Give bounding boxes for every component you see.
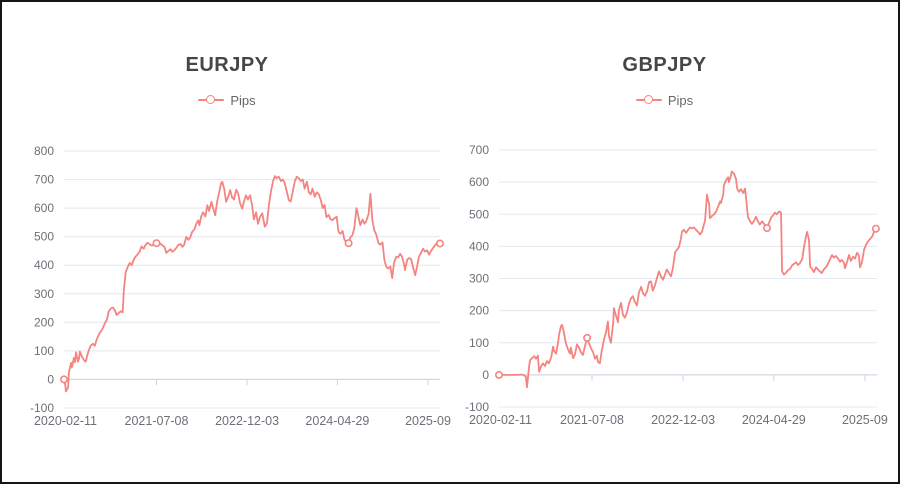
series-line-pips[interactable] bbox=[498, 170, 877, 388]
legend-item-pips[interactable]: Pips bbox=[452, 92, 877, 108]
x-tick-label: 2021-07-08 bbox=[560, 413, 624, 427]
legend-label: Pips bbox=[230, 92, 256, 108]
chart-title: GBPJPY bbox=[622, 54, 707, 76]
y-tick-label: -100 bbox=[30, 401, 54, 415]
y-tick-label: 400 bbox=[469, 239, 489, 253]
x-tick-label: 2021-07-08 bbox=[125, 414, 189, 428]
y-tick-label: 600 bbox=[469, 175, 489, 189]
y-tick-label: 100 bbox=[34, 344, 54, 358]
y-tick-label: 500 bbox=[34, 230, 54, 244]
x-tick-label: 2022-12-03 bbox=[215, 414, 279, 428]
y-tick-label: 300 bbox=[34, 287, 54, 301]
y-tick-label: 0 bbox=[47, 372, 54, 386]
data-point-marker[interactable] bbox=[494, 370, 503, 379]
y-tick-label: 700 bbox=[469, 143, 489, 157]
legend-line-marker-icon bbox=[198, 95, 225, 105]
x-tick-label: 2024-04-29 bbox=[742, 413, 806, 427]
y-tick-label: 800 bbox=[34, 144, 54, 158]
x-tick-label: 2024-04-29 bbox=[305, 414, 369, 428]
y-tick-label: 200 bbox=[34, 315, 54, 329]
data-point-marker[interactable] bbox=[583, 333, 592, 342]
data-point-marker[interactable] bbox=[59, 375, 68, 384]
chart-title: EURJPY bbox=[185, 54, 269, 76]
y-tick-label: 600 bbox=[34, 201, 54, 215]
data-point-marker[interactable] bbox=[344, 239, 353, 248]
data-point-marker[interactable] bbox=[762, 224, 771, 233]
y-tick-label: 200 bbox=[469, 304, 489, 318]
chart-gbpjpy: GBPJPY Pips 700 600 500 400 300 200 100 0 -100 20… bbox=[452, 2, 898, 482]
x-tick-label: 2020-02-11 bbox=[469, 413, 532, 427]
legend-label: Pips bbox=[667, 92, 694, 108]
y-tick-label: 400 bbox=[34, 258, 54, 272]
data-point-marker[interactable] bbox=[871, 224, 880, 233]
x-tick-label: 2022-12-03 bbox=[651, 413, 715, 427]
legend-line-marker-icon bbox=[635, 95, 662, 105]
data-point-marker[interactable] bbox=[152, 239, 161, 248]
series-line-pips[interactable] bbox=[63, 175, 441, 393]
y-tick-label: 700 bbox=[34, 173, 54, 187]
data-point-marker[interactable] bbox=[435, 239, 444, 248]
x-tick-label: 2025-09 bbox=[405, 414, 451, 428]
y-tick-label: 100 bbox=[469, 336, 489, 350]
y-tick-label: 500 bbox=[469, 207, 489, 221]
x-tick-label: 2025-09 bbox=[842, 413, 888, 427]
y-tick-label: 300 bbox=[469, 272, 489, 286]
legend-item-pips[interactable]: Pips bbox=[2, 92, 452, 108]
y-tick-label: 0 bbox=[482, 368, 489, 382]
x-tick-label: 2020-02-11 bbox=[34, 414, 97, 428]
y-tick-label: -100 bbox=[465, 400, 489, 414]
chart-eurjpy: EURJPY Pips 800 700 600 500 400 300 200 100 0 -10… bbox=[2, 2, 452, 482]
